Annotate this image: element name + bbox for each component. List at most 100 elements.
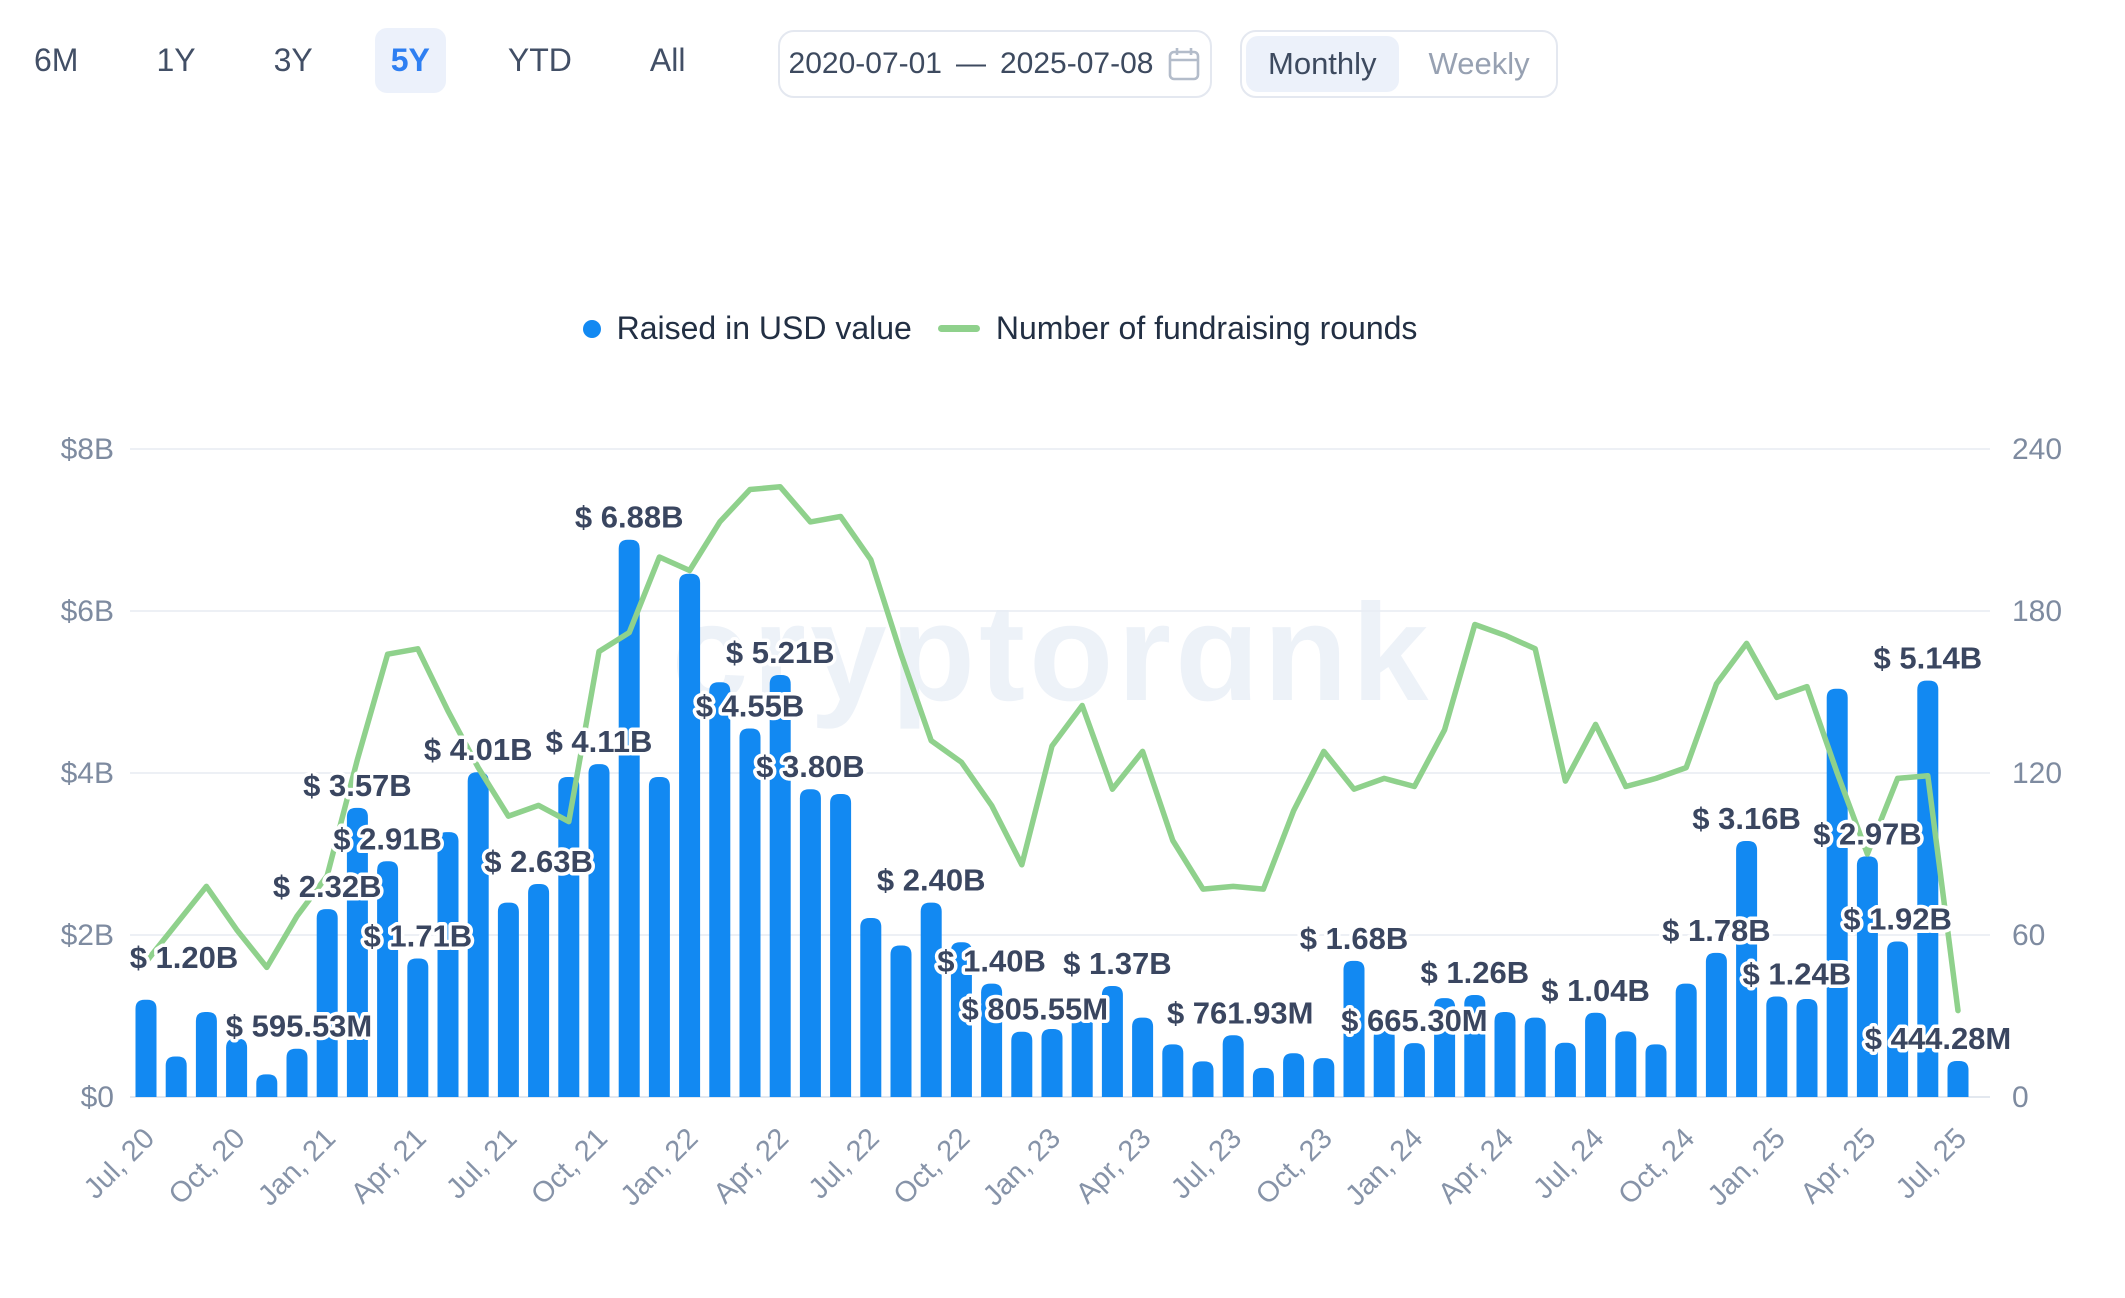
weekly-toggle-button[interactable]: Weekly [1428,46,1530,81]
bar-Apr-25[interactable] [1856,856,1878,1097]
bar-Mar-24[interactable] [1464,994,1486,1097]
bar-Jun-23[interactable] [1192,1061,1214,1097]
bar-Jun-21[interactable] [467,772,489,1097]
bar-Oct-24[interactable] [1675,983,1697,1097]
rounds-line-series[interactable] [143,484,1961,1014]
x-axis-tick: Apr, 25 [1795,1122,1883,1210]
bar-Feb-21[interactable] [346,807,368,1097]
bar-value-label: $ 4.01B [424,732,533,767]
date-separator: — [956,47,986,80]
x-axis-tick: Jan, 25 [1702,1122,1792,1212]
bar-Apr-22[interactable] [769,674,791,1097]
bar-Aug-22[interactable] [890,945,912,1097]
bar-Aug-21[interactable] [528,883,550,1097]
left-axis-tick: $4B [61,757,114,790]
bar-Jan-22[interactable] [679,573,701,1097]
range-button-3y[interactable]: 3Y [273,42,313,78]
bar-Apr-24[interactable] [1494,1011,1516,1097]
bar-Jul-24[interactable] [1585,1012,1607,1097]
bar-Aug-24[interactable] [1615,1031,1637,1097]
bar-Oct-21[interactable] [588,764,610,1097]
legend-dot-icon [582,319,601,338]
bar-Jul-22[interactable] [860,917,882,1097]
bar-Jul-23[interactable] [1222,1035,1244,1097]
chart-legend: Raised in USD value Number of fundraising… [0,310,2000,347]
x-axis-tick: Jul, 21 [440,1122,523,1205]
bar-Apr-21[interactable] [407,958,429,1097]
date-from[interactable]: 2020-07-01 [788,47,942,80]
bar-value-label: $ 595.53M [226,1009,373,1044]
bar-Jun-22[interactable] [830,794,852,1097]
bar-Dec-21[interactable] [648,777,670,1097]
bar-May-24[interactable] [1524,1017,1546,1097]
bar-value-label: $ 1.20B [130,940,239,975]
calendar-icon[interactable] [1167,46,1201,82]
x-axis-tick: Oct, 23 [1250,1122,1339,1211]
bar-Mar-22[interactable] [739,728,761,1097]
bar-Oct-23[interactable] [1313,1058,1335,1097]
bar-value-label: $ 1.71B [364,918,473,953]
bar-value-label: $ 665.30M [1341,1003,1488,1038]
bar-Nov-20[interactable] [256,1074,278,1097]
bar-Mar-21[interactable] [377,861,399,1097]
bar-Dec-23[interactable] [1373,1028,1395,1097]
bar-Nov-23[interactable] [1343,960,1365,1097]
bar-Aug-20[interactable] [165,1056,187,1098]
bar-Sep-23[interactable] [1283,1053,1305,1097]
bar-value-label: $ 444.28M [1865,1021,2012,1056]
bar-May-23[interactable] [1162,1044,1184,1097]
legend-item-raised-usd[interactable]: Raised in USD value [582,310,912,347]
bar-Dec-22[interactable] [1011,1031,1033,1097]
x-axis-tick: Jul, 20 [78,1122,161,1205]
bar-Feb-22[interactable] [709,682,731,1097]
range-button-ytd[interactable]: YTD [507,42,572,78]
bar-Oct-20[interactable] [226,1038,248,1097]
bar-Mar-23[interactable] [1101,986,1123,1097]
bar-Jul-25[interactable] [1947,1061,1969,1097]
bar-value-label: $ 4.11B [546,724,653,759]
bar-Jun-25[interactable] [1917,680,1939,1097]
x-axis-tick: Jul, 23 [1165,1122,1248,1205]
date-to[interactable]: 2025-07-08 [1000,47,1154,80]
bar-value-label: $ 1.26B [1421,955,1530,990]
bar-Feb-24[interactable] [1434,998,1456,1097]
bar-Feb-23[interactable] [1071,995,1093,1097]
range-button-5y[interactable]: 5Y [374,28,446,93]
bar-Dec-24[interactable] [1736,841,1758,1097]
bar-Feb-25[interactable] [1796,998,1818,1097]
bar-Aug-23[interactable] [1252,1067,1274,1097]
bar-May-21[interactable] [437,832,459,1097]
bar-Jan-24[interactable] [1403,1043,1425,1097]
monthly-toggle-button[interactable]: Monthly [1246,36,1399,92]
right-axis-tick: 240 [2012,433,2062,466]
bar-Nov-24[interactable] [1705,952,1727,1097]
range-button-all[interactable]: All [649,42,686,78]
bar-Sep-24[interactable] [1645,1044,1667,1097]
bar-May-22[interactable] [799,789,821,1097]
bar-Sep-20[interactable] [195,1011,217,1097]
bar-Jan-23[interactable] [1041,1028,1063,1097]
bar-Nov-21[interactable] [618,539,640,1097]
bar-Apr-23[interactable] [1132,1017,1154,1097]
bar-Nov-22[interactable] [981,983,1003,1097]
legend-item-rounds[interactable]: Number of fundraising rounds [937,310,1417,347]
bar-value-label: $ 1.37B [1063,946,1172,981]
bar-Dec-20[interactable] [286,1048,308,1097]
bar-value-label: $ 2.97B [1813,816,1922,851]
bar-Sep-21[interactable] [558,777,580,1097]
range-button-1y[interactable]: 1Y [156,42,196,78]
bar-Sep-22[interactable] [920,902,942,1097]
date-range-picker[interactable]: 2020-07-01 — 2025-07-08 [778,30,1212,98]
x-axis-tick: Apr, 22 [708,1122,796,1210]
left-axis-tick: $8B [61,433,114,466]
bar-Jan-21[interactable] [316,909,338,1097]
bar-May-25[interactable] [1887,941,1909,1097]
range-button-6m[interactable]: 6M [34,42,79,78]
bar-Jun-24[interactable] [1554,1042,1576,1097]
bar-Jan-25[interactable] [1766,996,1788,1097]
bar-value-label: $ 3.16B [1692,801,1801,836]
bar-Jul-20[interactable] [135,999,157,1097]
x-axis-tick: Oct, 20 [163,1122,252,1211]
bar-Oct-22[interactable] [950,942,972,1097]
bar-Jul-21[interactable] [497,902,519,1097]
